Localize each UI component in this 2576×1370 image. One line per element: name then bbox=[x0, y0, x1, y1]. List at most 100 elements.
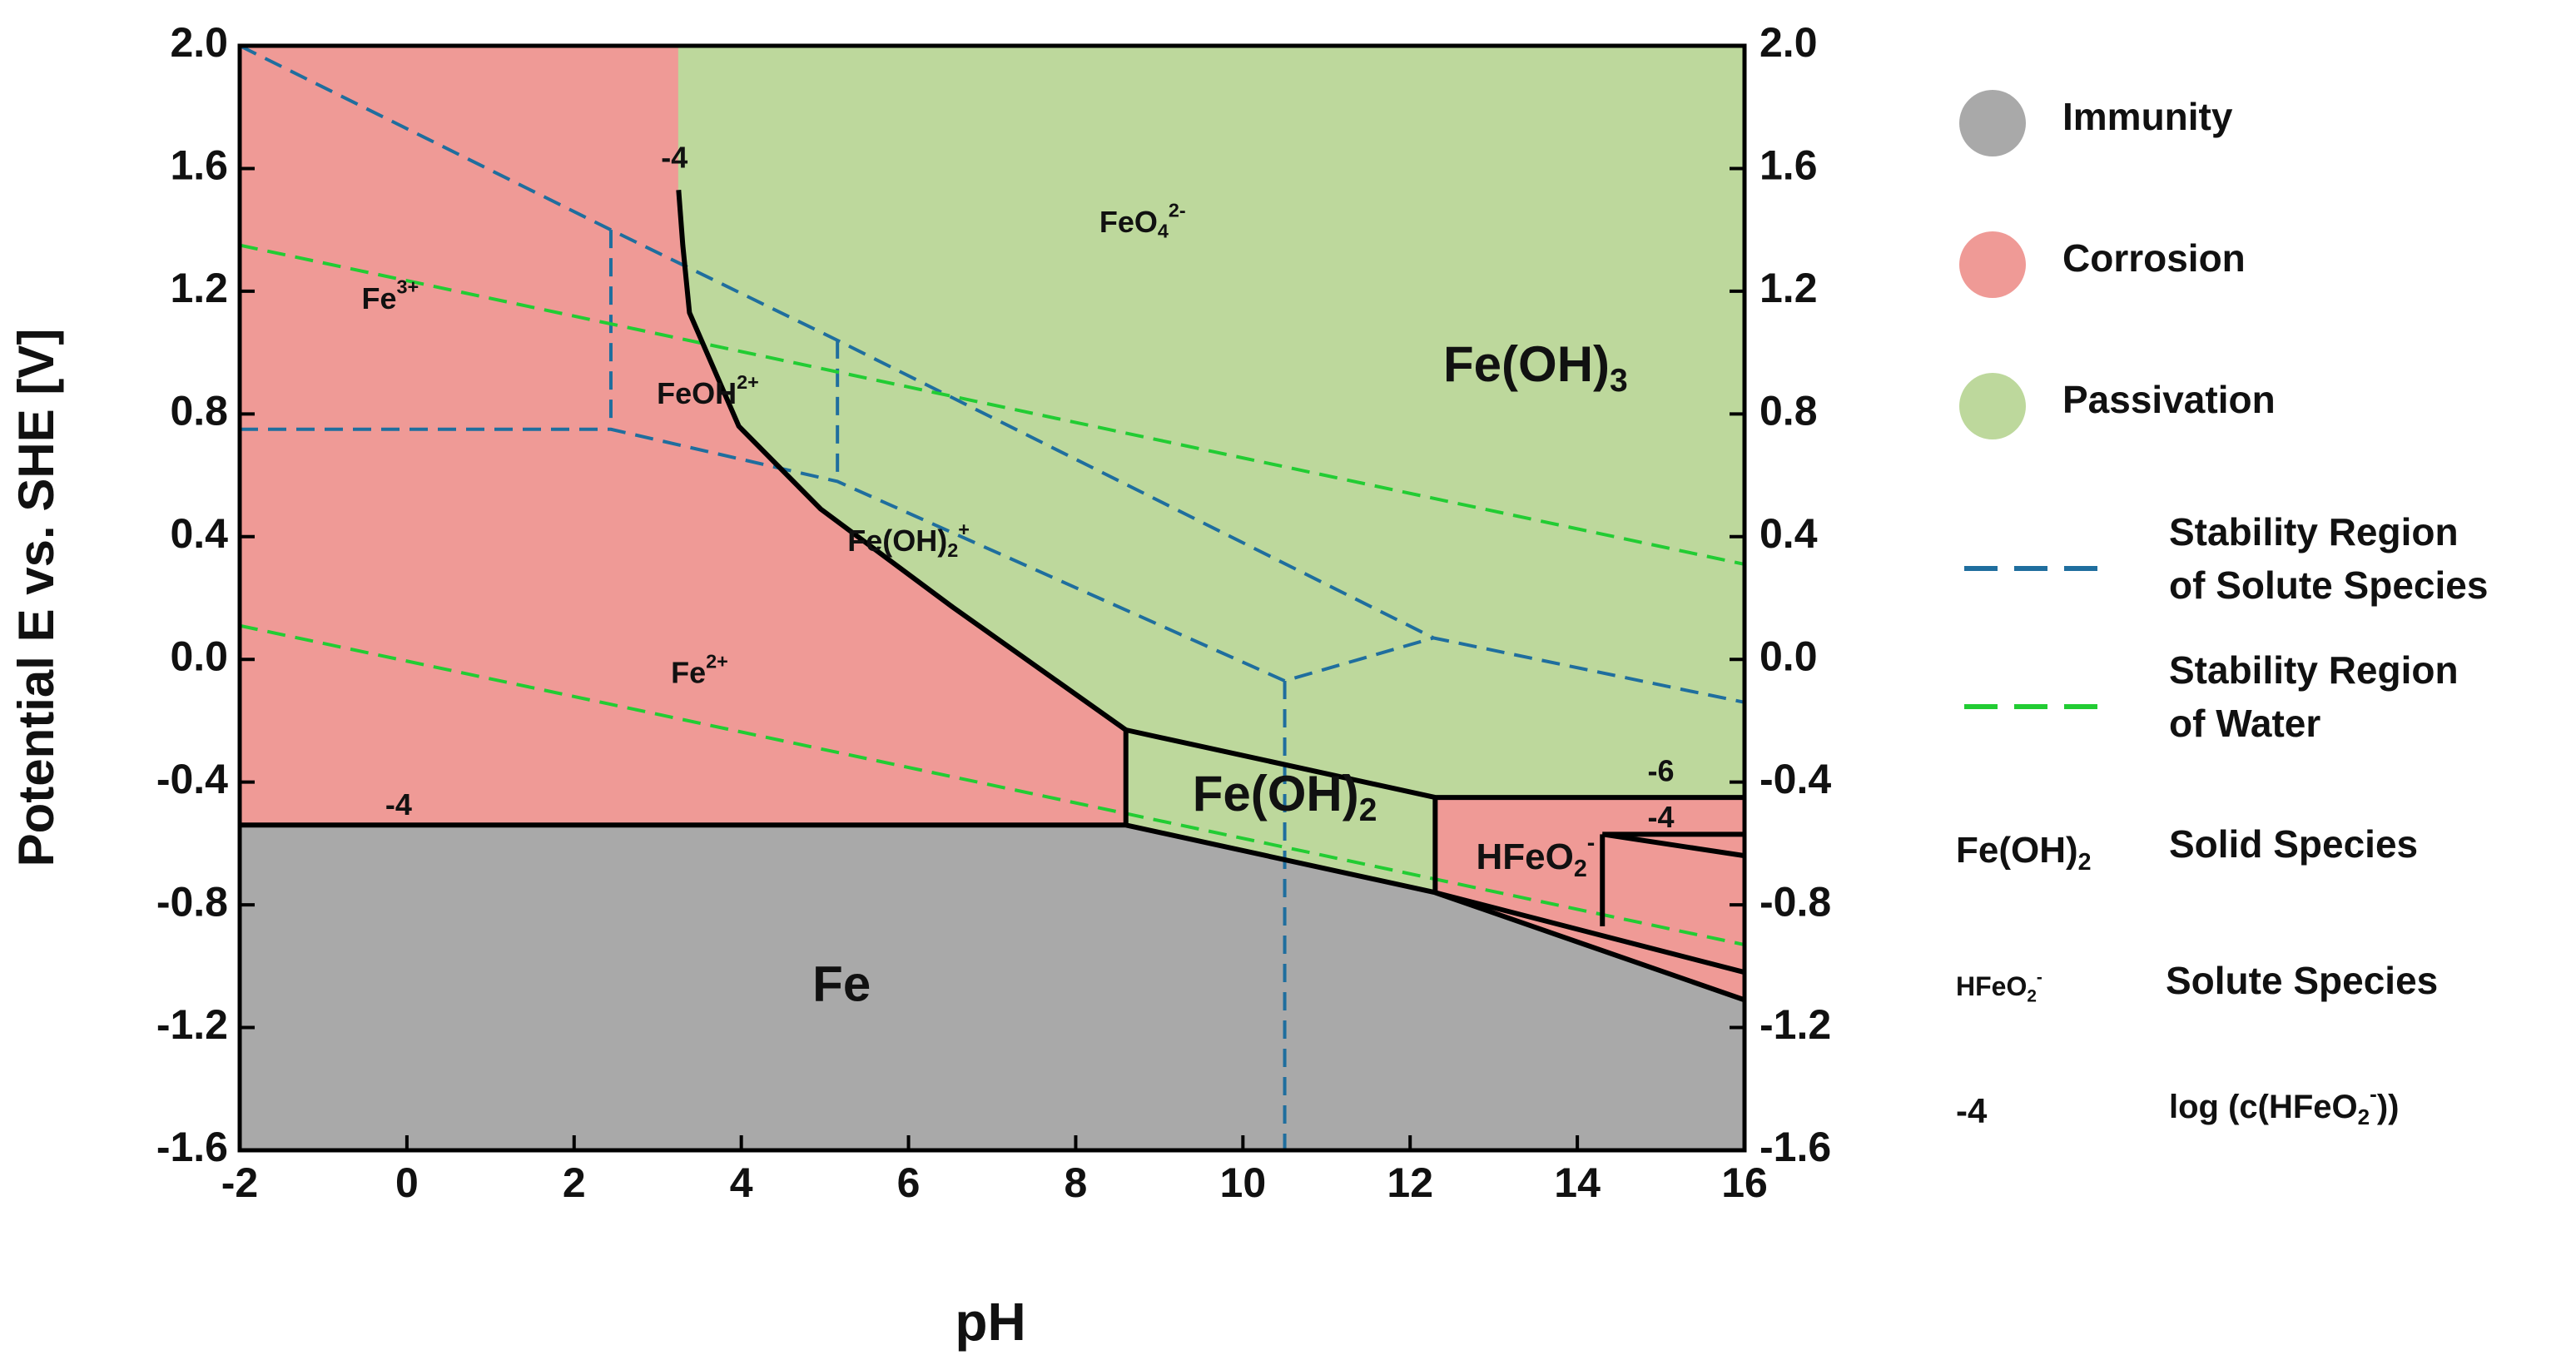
key-text: Solute Species bbox=[2166, 959, 2438, 1002]
region-label: -6 bbox=[1648, 753, 1675, 787]
label-part: 2+ bbox=[737, 371, 759, 393]
label-part: FeO bbox=[1099, 204, 1158, 238]
y2-tick-label: -0.4 bbox=[1760, 756, 1831, 802]
label-part: 2 bbox=[2027, 986, 2037, 1005]
legend-swatch bbox=[1959, 90, 2026, 156]
label-part: Fe bbox=[361, 280, 396, 315]
x-tick-label: 14 bbox=[1554, 1159, 1601, 1206]
x-tick-label: -2 bbox=[221, 1159, 258, 1206]
label-part: Fe(OH) bbox=[847, 524, 947, 558]
label-part: 2 bbox=[2358, 1104, 2370, 1129]
label-part: )) bbox=[2377, 1089, 2400, 1125]
label-part: Fe bbox=[812, 956, 871, 1011]
y-tick-label: 2.0 bbox=[170, 19, 228, 66]
label-part: Fe(OH) bbox=[1193, 766, 1359, 822]
label-part: -4 bbox=[1956, 1091, 1988, 1130]
key-symbol: -4 bbox=[1956, 1091, 1988, 1130]
stability-line bbox=[239, 623, 1745, 946]
y2-tick-label: -0.8 bbox=[1760, 878, 1831, 925]
label-part: HFeO bbox=[1476, 836, 1573, 876]
label-part: 3+ bbox=[396, 276, 419, 298]
y-axis-label: Potential E vs. SHE [V] bbox=[8, 329, 64, 867]
phase-boundary bbox=[240, 822, 1745, 1003]
y-tick-label: 0.8 bbox=[170, 388, 228, 434]
region-label: FeO42- bbox=[1099, 200, 1186, 242]
region-label: -4 bbox=[661, 140, 687, 174]
legend-label: Stability Region bbox=[2169, 510, 2459, 553]
label-part: 2 bbox=[947, 539, 958, 561]
region-label: FeOH2+ bbox=[657, 371, 759, 410]
label-part: - bbox=[2370, 1081, 2377, 1106]
key-text: log (c(HFeO2-)) bbox=[2169, 1081, 2399, 1129]
region-label: Fe2+ bbox=[671, 650, 728, 689]
label-part: -4 bbox=[661, 140, 687, 174]
x-tick-label: 8 bbox=[1065, 1159, 1088, 1206]
phase-boundary bbox=[1601, 831, 1745, 859]
x-tick-label: 10 bbox=[1220, 1159, 1267, 1206]
y2-tick-label: 2.0 bbox=[1760, 19, 1818, 66]
label-part: 2 bbox=[2078, 849, 2092, 876]
region-label: Fe(OH)2 bbox=[1193, 766, 1377, 828]
y-tick-label: 0.0 bbox=[170, 633, 228, 679]
label-part: - bbox=[1587, 830, 1596, 856]
y-tick-label: -1.6 bbox=[156, 1124, 228, 1170]
label-part: -4 bbox=[1648, 799, 1675, 833]
region-label: Fe bbox=[812, 956, 871, 1011]
region-label: -4 bbox=[385, 787, 412, 822]
legend-label: Stability Region bbox=[2169, 648, 2459, 692]
label-part: 2+ bbox=[706, 650, 728, 672]
y-tick-label: -0.4 bbox=[156, 756, 228, 802]
y2-tick-label: 1.2 bbox=[1760, 265, 1818, 311]
region-label: Fe3+ bbox=[361, 276, 419, 315]
y2-tick-label: 0.4 bbox=[1760, 510, 1818, 557]
label-part: 2 bbox=[1359, 792, 1377, 828]
key-symbol: HFeO2- bbox=[1956, 968, 2042, 1005]
plot-frame bbox=[237, 43, 1747, 1153]
y-tick-label: 1.6 bbox=[170, 142, 228, 189]
x-tick-label: 6 bbox=[897, 1159, 921, 1206]
region-label: -4 bbox=[1648, 799, 1675, 833]
label-part: Fe bbox=[671, 655, 706, 689]
y-tick-label: 1.2 bbox=[170, 265, 228, 311]
legend-label: Corrosion bbox=[2062, 236, 2246, 280]
x-tick-label: 16 bbox=[1721, 1159, 1768, 1206]
label-part: 2- bbox=[1169, 200, 1186, 221]
label-part: HFeO bbox=[1956, 971, 2027, 1001]
label-part: Solute Species bbox=[2166, 959, 2438, 1002]
region-label: Fe(OH)2+ bbox=[847, 519, 970, 561]
y2-tick-label: 1.6 bbox=[1760, 142, 1818, 189]
label-part: 2 bbox=[1574, 856, 1587, 882]
label-part: Solid Species bbox=[2169, 822, 2418, 866]
legend-label: of Solute Species bbox=[2169, 563, 2488, 607]
legend-swatch bbox=[1959, 231, 2026, 298]
legend-label: of Water bbox=[2169, 702, 2320, 745]
label-part: 4 bbox=[1158, 221, 1169, 242]
y2-tick-label: -1.2 bbox=[1760, 1001, 1831, 1048]
label-part: + bbox=[958, 519, 970, 540]
region-label: HFeO2- bbox=[1476, 830, 1595, 882]
stability-line bbox=[240, 427, 1434, 683]
x-axis-label: pH bbox=[955, 1292, 1025, 1352]
y2-tick-label: 0.0 bbox=[1760, 633, 1818, 679]
key-text: Solid Species bbox=[2169, 822, 2418, 866]
label-part: 3 bbox=[1610, 363, 1628, 399]
y-tick-label: -1.2 bbox=[156, 1001, 228, 1048]
y-tick-label: -0.8 bbox=[156, 878, 228, 925]
region-label: Fe(OH)3 bbox=[1443, 336, 1628, 399]
y2-tick-label: -1.6 bbox=[1760, 1124, 1831, 1170]
phase-boundary bbox=[676, 190, 1128, 732]
label-part: Fe(OH) bbox=[1443, 336, 1610, 392]
x-tick-label: 4 bbox=[730, 1159, 753, 1206]
y-tick-label: 0.4 bbox=[170, 510, 228, 557]
phase-boundary bbox=[1434, 890, 1745, 975]
x-tick-label: 12 bbox=[1387, 1159, 1433, 1206]
stability-line bbox=[239, 243, 1745, 566]
label-part: FeOH bbox=[657, 376, 737, 410]
label-part: -4 bbox=[385, 787, 412, 822]
legend-swatch bbox=[1959, 373, 2026, 439]
legend-label: Immunity bbox=[2062, 95, 2233, 138]
key-symbol: Fe(OH)2 bbox=[1956, 830, 2092, 876]
label-part: Fe(OH) bbox=[1956, 830, 2078, 871]
